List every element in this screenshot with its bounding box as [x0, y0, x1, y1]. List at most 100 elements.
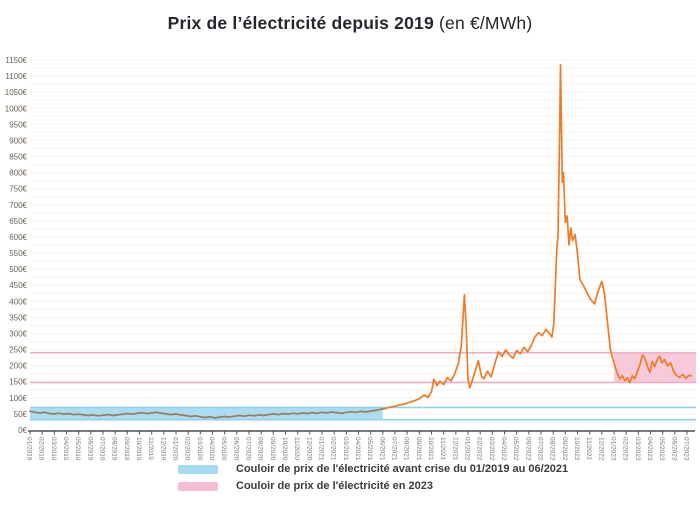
x-tick-label: 03/2021 — [342, 437, 349, 461]
x-tick-label: 05/2019 — [74, 437, 81, 461]
x-tick-label: 04/2023 — [646, 437, 653, 461]
legend-item-2023-corridor: Couloir de prix de l'électricité en 2023 — [178, 480, 568, 492]
y-tick-label: 300€ — [9, 330, 27, 339]
x-tick-label: 07/2021 — [391, 437, 398, 461]
y-tick-label: 150€ — [9, 378, 27, 387]
x-tick-label: 04/2020 — [208, 437, 215, 461]
x-tick-label: 08/2022 — [549, 437, 556, 461]
band-fill-couloir-avant-crise — [30, 407, 383, 420]
chart-title-main: Prix de l’électricité depuis 2019 — [167, 13, 434, 33]
y-tick-label: 600€ — [9, 233, 27, 242]
x-tick-label: 09/2022 — [561, 437, 568, 461]
x-tick-label: 02/2020 — [184, 437, 191, 461]
y-tick-label: 350€ — [9, 313, 27, 322]
x-tick-label: 05/2023 — [658, 437, 665, 461]
y-tick-label: 900€ — [9, 136, 27, 145]
y-axis-labels: 0€ 50€ 100€ 150€ 200€ 250€ 300€ 350€ 400€ 450€ 500… — [5, 56, 28, 435]
x-tick-label: 10/2021 — [427, 437, 434, 461]
y-tick-label: 0€ — [18, 426, 27, 435]
x-tick-label: 06/2021 — [378, 437, 385, 461]
x-tick-label: 01/2021 — [318, 437, 325, 461]
legend: Couloir de prix de l'électricité avant c… — [178, 463, 568, 492]
x-tick-label: 09/2020 — [269, 437, 276, 461]
y-tick-label: 650€ — [9, 217, 27, 226]
legend-item-pre-crisis-corridor: Couloir de prix de l'électricité avant c… — [178, 463, 568, 475]
x-tick-label: 02/2019 — [38, 437, 45, 461]
x-tick-label: 06/2020 — [232, 437, 239, 461]
y-tick-label: 750€ — [9, 185, 27, 194]
x-tick-label: 02/2023 — [622, 437, 629, 461]
x-tick-label: 05/2022 — [512, 437, 519, 461]
y-tick-label: 550€ — [9, 249, 27, 258]
x-tick-label: 03/2022 — [488, 437, 495, 461]
x-tick-label: 02/2021 — [330, 437, 337, 461]
x-tick-label: 01/2022 — [464, 437, 471, 461]
x-tick-label: 11/2021 — [439, 437, 446, 460]
y-tick-label: 1000€ — [5, 104, 28, 113]
y-tick-label: 1150€ — [5, 56, 27, 65]
x-tick-label: 01/2019 — [26, 437, 33, 461]
legend-label-2023: Couloir de prix de l'électricité en 2023 — [236, 480, 434, 492]
y-tick-label: 50€ — [14, 410, 28, 419]
x-tick-label: 02/2022 — [476, 437, 483, 461]
y-tick-label: 400€ — [9, 297, 27, 306]
x-tick-label: 08/2019 — [111, 437, 118, 461]
x-tick-label: 05/2020 — [220, 437, 227, 461]
y-tick-label: 450€ — [9, 281, 27, 290]
x-axis-labels: 01/2019 02/2019 03/2019 04/2019 05/2019 06/20… — [26, 437, 690, 461]
x-tick-label: 09/2019 — [123, 437, 130, 461]
y-tick-label: 950€ — [9, 120, 27, 129]
x-tick-label: 04/2021 — [354, 437, 361, 461]
x-tick-label: 07/2020 — [245, 437, 252, 461]
y-tick-label: 850€ — [9, 153, 27, 162]
x-tick-label: 04/2019 — [62, 437, 69, 461]
x-tick-label: 03/2020 — [196, 437, 203, 461]
legend-swatch-pink — [178, 481, 218, 491]
x-tick-label: 12/2020 — [305, 437, 312, 461]
y-tick-label: 1050€ — [5, 88, 28, 97]
price-line-series — [29, 63, 693, 419]
chart-title-unit: (en €/MWh) — [433, 13, 533, 33]
x-tick-label: 03/2023 — [634, 437, 641, 461]
y-tick-label: 800€ — [9, 169, 27, 178]
x-tick-label: 04/2022 — [500, 437, 507, 461]
x-tick-label: 01/2023 — [610, 437, 617, 461]
y-tick-label: 200€ — [9, 362, 27, 371]
y-tick-label: 250€ — [9, 346, 27, 355]
x-tick-label: 05/2021 — [366, 437, 373, 461]
x-tick-label: 09/2021 — [415, 437, 422, 461]
price-corridor-bands — [30, 351, 696, 421]
x-tick-label: 07/2019 — [99, 437, 106, 461]
gridlines — [30, 59, 696, 423]
x-tick-label: 08/2020 — [257, 437, 264, 461]
x-tick-label: 06/2019 — [86, 437, 93, 461]
x-tick-label: 07/2023 — [683, 437, 690, 461]
chart-title: Prix de l’électricité depuis 2019 (en €/… — [0, 13, 700, 34]
x-tick-label: 03/2019 — [50, 437, 57, 461]
x-tick-label: 10/2020 — [281, 437, 288, 461]
x-tick-label: 12/2022 — [597, 437, 604, 461]
x-tick-label: 11/2019 — [147, 437, 154, 460]
x-tick-label: 12/2019 — [159, 437, 166, 461]
x-tick-label: 07/2022 — [537, 437, 544, 461]
x-tick-label: 06/2022 — [524, 437, 531, 461]
y-tick-label: 500€ — [9, 265, 27, 274]
y-tick-label: 100€ — [9, 394, 27, 403]
electricity-price-chart: 01/2019 02/2019 03/2019 04/2019 05/2019 06/20… — [5, 56, 696, 461]
x-tick-label: 11/2022 — [585, 437, 592, 460]
y-tick-label: 700€ — [9, 201, 27, 210]
x-tick-label: 11/2020 — [293, 437, 300, 460]
price-line — [384, 63, 693, 410]
legend-label-pre-crisis: Couloir de prix de l'électricité avant c… — [236, 463, 569, 475]
price-line-pre-crisis — [29, 407, 387, 419]
x-tick-label: 12/2021 — [451, 437, 458, 461]
legend-swatch-blue — [178, 464, 218, 474]
x-tick-label: 10/2022 — [573, 437, 580, 461]
y-tick-label: 1100€ — [5, 72, 27, 81]
x-tick-label: 10/2019 — [135, 437, 142, 461]
x-tick-label: 01/2020 — [172, 437, 179, 461]
x-axis — [28, 430, 695, 435]
x-tick-label: 06/2023 — [670, 437, 677, 461]
x-tick-label: 08/2021 — [403, 437, 410, 461]
